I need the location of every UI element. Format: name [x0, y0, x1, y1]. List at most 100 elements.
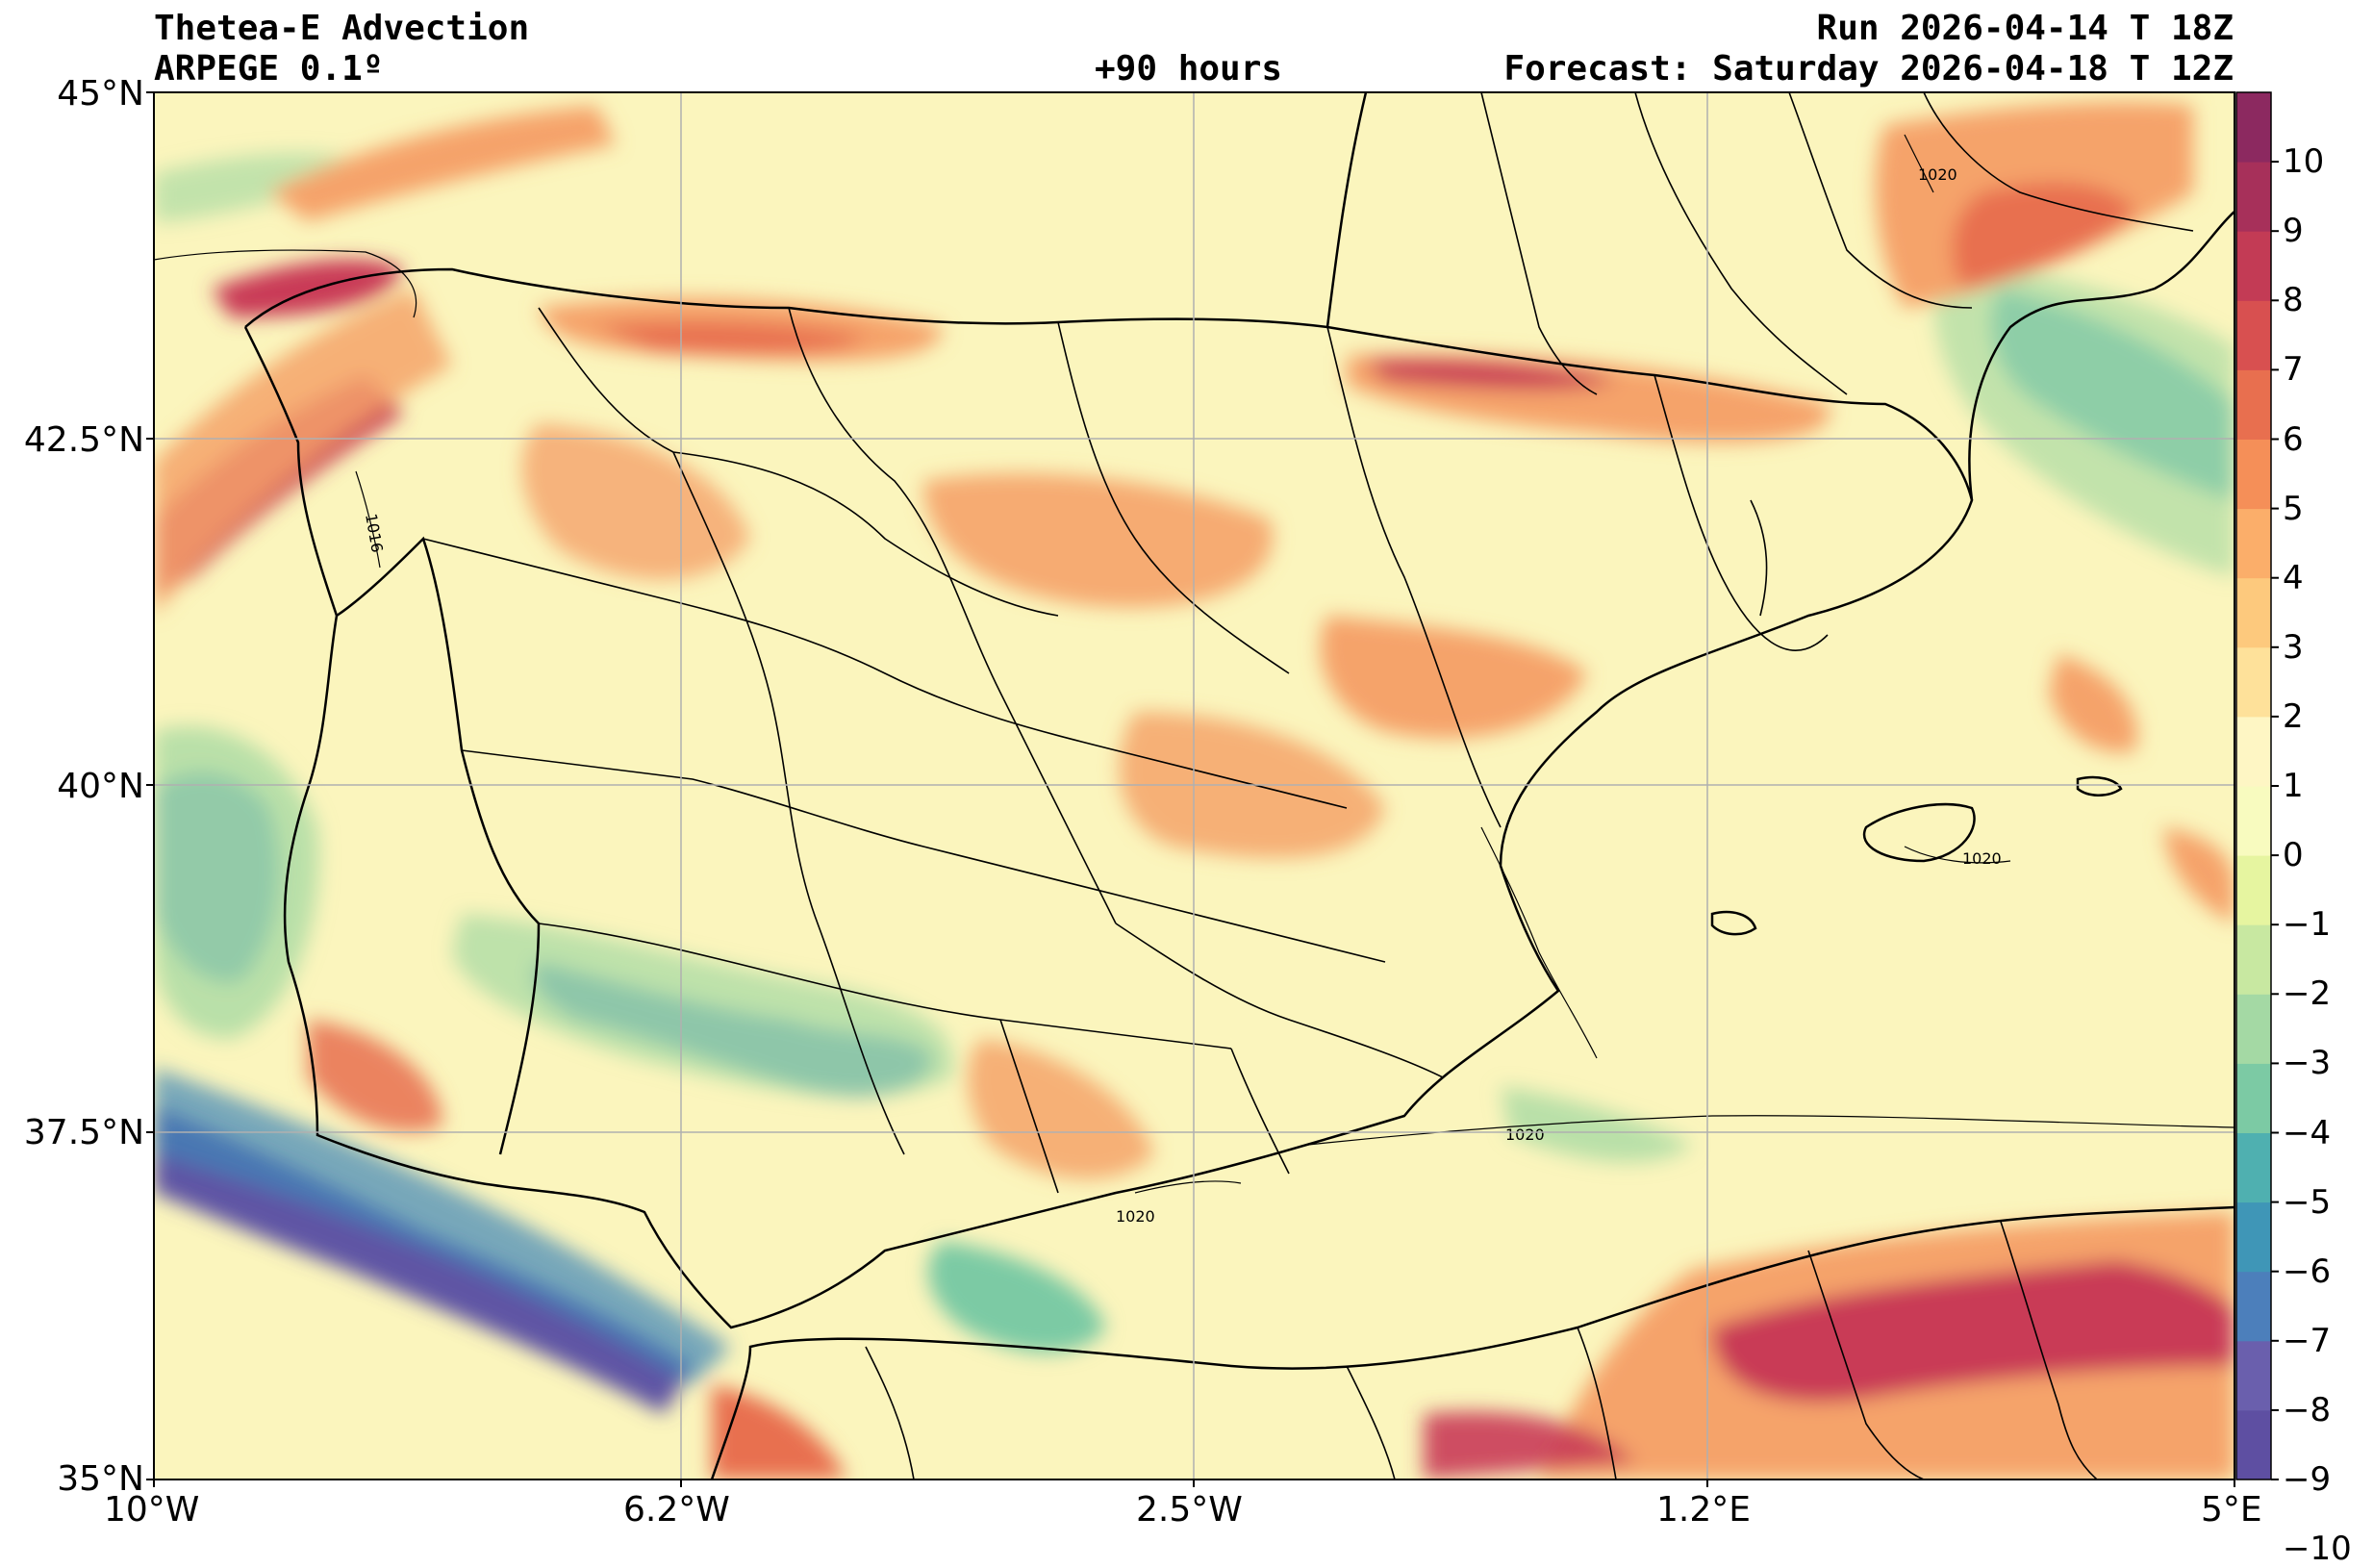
- regional-borders: [422, 92, 2194, 1479]
- colorbar-block: [2236, 162, 2271, 232]
- colorbar-block: [2236, 924, 2271, 995]
- cold-band-southwest-edge: [154, 1068, 731, 1385]
- region-border: [865, 1346, 915, 1479]
- colorbar-tick-label: −7: [2283, 1321, 2332, 1360]
- region-border: [538, 307, 1059, 617]
- colorbar-tick-label: 0: [2283, 836, 2304, 875]
- lead-time: +90 hours: [1095, 49, 1283, 89]
- colorbar-tick-label: 1: [2283, 767, 2304, 805]
- colorbar-block: [2236, 577, 2271, 648]
- hot-pyrenees: [1366, 359, 1616, 390]
- cool-north-sea: [154, 153, 366, 221]
- colorbar-tick-label: −4: [2283, 1113, 2332, 1152]
- colorbar-tick-label: −8: [2283, 1390, 2332, 1429]
- colorbar-block: [2236, 1409, 2271, 1480]
- warm-iberian-range: [1320, 616, 1587, 739]
- advection-field: 1020 1020 1020 1020 1016: [154, 92, 2234, 1479]
- map-title: Thetea-E Advection: [154, 9, 530, 48]
- region-border: [1230, 1048, 1290, 1175]
- hot-north-africa-west: [1424, 1411, 1635, 1479]
- warm-interior-north: [923, 473, 1274, 608]
- forecast-time: Forecast: Saturday 2026-04-18 T 12Z: [1503, 49, 2234, 89]
- colorbar-block: [2236, 439, 2271, 510]
- ibiza-coastline: [1710, 910, 1757, 936]
- colorbar-tick-label: 7: [2283, 350, 2304, 390]
- warm-east-sea: [2164, 827, 2234, 923]
- region-border: [1788, 92, 1973, 309]
- colorbar-tick-label: −10: [2283, 1530, 2352, 1568]
- region-border: [1326, 326, 1502, 828]
- colorbar-tick-label: 4: [2283, 558, 2304, 597]
- north-africa-coastline: [710, 1205, 2234, 1479]
- colorbar-ticks: [2271, 161, 2279, 1480]
- portugal-spain-border: [336, 536, 541, 1155]
- model-name: ARPEGE 0.1º: [154, 49, 384, 89]
- region-border: [1750, 499, 1768, 617]
- warm-southwest: [308, 1020, 442, 1132]
- mediterranean-france: [1968, 211, 2234, 501]
- colorbar: [2235, 91, 2279, 1480]
- colorbar-block: [2236, 855, 2271, 925]
- colorbar-tick-label: 6: [2283, 419, 2304, 459]
- region-border: [1577, 1327, 1617, 1479]
- axis-ticks: [146, 91, 2235, 1487]
- lon-label-5e: 5°E: [2201, 1490, 2262, 1530]
- lat-label-37-5n: 37.5°N: [23, 1113, 144, 1152]
- lat-label-45n: 45°N: [57, 74, 144, 114]
- hot-north-africa: [1712, 1260, 2234, 1403]
- colorbar-block: [2236, 1201, 2271, 1273]
- colorbar-block: [2236, 994, 2271, 1064]
- colorbar-tick-label: 8: [2283, 281, 2304, 320]
- colorbar-block: [2236, 1271, 2271, 1342]
- cool-alboran: [927, 1241, 1106, 1353]
- isobar-labels: 1020 1020 1020 1020 1016: [362, 165, 2002, 1226]
- cool-northeast-sea: [1933, 260, 2234, 577]
- isobar-east: [1480, 826, 1598, 1059]
- region-border: [1654, 374, 1829, 651]
- lat-label-35n: 35°N: [57, 1459, 144, 1499]
- menorca-coastline: [2076, 775, 2123, 797]
- region-border: [1634, 92, 1848, 395]
- hot-northeast: [1952, 182, 2135, 289]
- lat-label-42-5n: 42.5°N: [23, 420, 144, 460]
- region-border: [1480, 92, 1598, 395]
- france-coastline: [1325, 92, 1368, 328]
- colorbar-block: [2236, 369, 2271, 440]
- mallorca-coastline: [1862, 802, 1976, 863]
- cool-west-coast: [154, 725, 319, 1039]
- colorbar-block: [2236, 1340, 2271, 1411]
- isobar-label: 1020: [1918, 165, 1957, 184]
- colorbar-block: [2236, 786, 2271, 856]
- colorbar-tick-label: −6: [2283, 1252, 2332, 1291]
- isobar-1020-balearic: [1904, 846, 2011, 864]
- warm-interior-west: [521, 423, 750, 580]
- isobar-1020-alboran: [1134, 1180, 1242, 1194]
- lon-label-1-2e: 1.2°E: [1656, 1490, 1751, 1530]
- colorbar-block: [2236, 300, 2271, 370]
- colorbar-tick-label: −9: [2283, 1460, 2332, 1499]
- region-border: [2000, 1221, 2098, 1479]
- lon-label-2-5w: 2.5°W: [1136, 1490, 1243, 1530]
- warm-gulf-of-lion: [2049, 654, 2137, 752]
- colorbar-blocks: [2236, 92, 2271, 1480]
- isobar-1016-galicia: [355, 470, 381, 569]
- colorbar-block: [2236, 508, 2271, 579]
- region-border: [461, 749, 1386, 963]
- lon-label-6-2w: 6.2°W: [623, 1490, 730, 1530]
- colorbar-block: [2236, 646, 2271, 718]
- colorbar-tick-label: 2: [2283, 696, 2304, 736]
- region-border: [1115, 923, 1444, 1078]
- colorbar-block: [2236, 231, 2271, 301]
- isobar-label: 1020: [1962, 849, 2002, 868]
- warm-interior-south: [968, 1039, 1154, 1179]
- isobar-1020-north: [154, 249, 417, 318]
- colorbar-tick-label: −2: [2283, 974, 2332, 1014]
- isobars: [154, 134, 2234, 1194]
- iberia-coastline: [243, 267, 1974, 1329]
- region-border: [788, 307, 1117, 924]
- cool-balearic-sea: [1501, 1087, 1693, 1163]
- colorbar-tick-label: 10: [2283, 142, 2325, 182]
- colorbar-block: [2236, 1132, 2271, 1203]
- run-time: Run 2026-04-14 T 18Z: [1816, 9, 2234, 48]
